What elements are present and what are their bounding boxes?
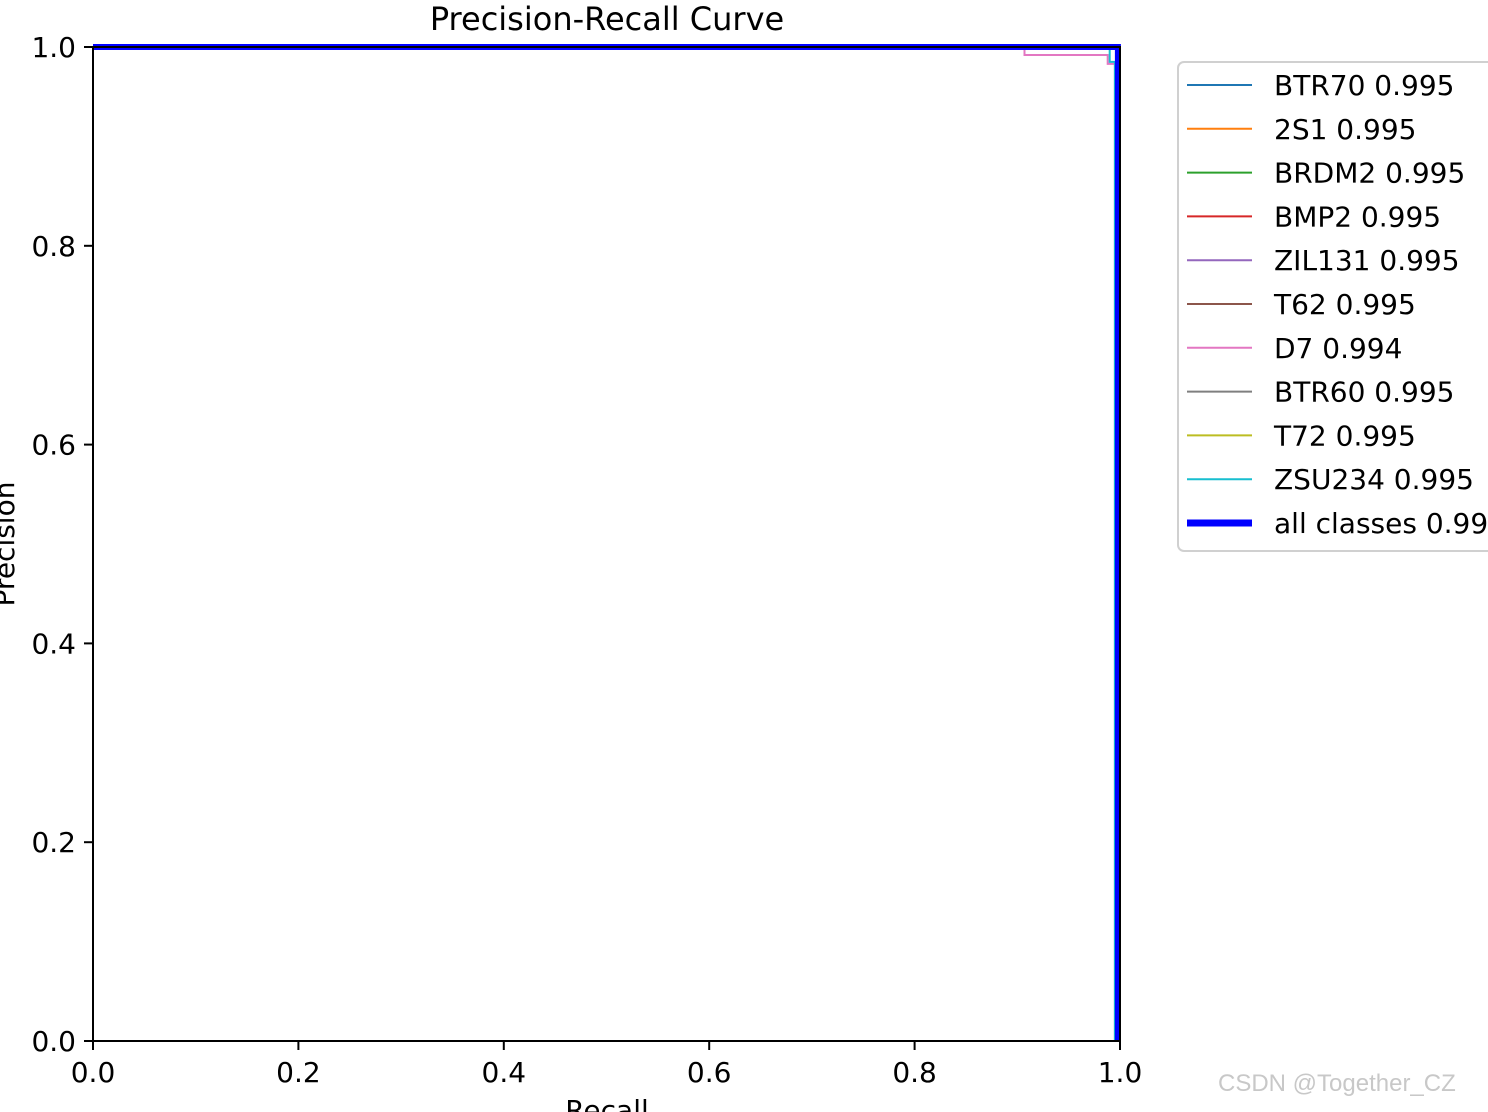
chart-title: Precision-Recall Curve: [430, 0, 784, 38]
series-line-2: [93, 46, 1118, 1041]
series-line-0: [93, 46, 1118, 1041]
y-tick-label: 0.6: [31, 429, 76, 462]
series-line-4: [93, 46, 1118, 1041]
y-tick-label: 0.2: [31, 826, 76, 859]
legend-label-10: all classes 0.995 mAP@0.5: [1274, 507, 1488, 540]
legend-label-5: T62 0.995: [1273, 288, 1416, 321]
legend-label-1: 2S1 0.995: [1274, 113, 1416, 146]
x-tick-label: 0.0: [71, 1056, 116, 1089]
legend-label-9: ZSU234 0.995: [1274, 463, 1474, 496]
y-tick-label: 0.4: [31, 627, 76, 660]
series-line-5: [93, 46, 1118, 1041]
series-line-7: [93, 46, 1118, 1041]
y-tick-label: 0.0: [31, 1025, 76, 1058]
series-line-3: [93, 46, 1118, 1041]
axes: 0.0 0.2 0.4 0.6 0.8 1.0 0.0 0.2 0.4 0.6 0.8 1.0: [31, 31, 1142, 1089]
legend-label-8: T72 0.995: [1273, 419, 1416, 452]
series-line-6: [93, 46, 1116, 1041]
axes-frame: [92, 46, 1121, 1042]
plot-area: [93, 44, 1121, 1041]
series-line-8: [93, 46, 1118, 1041]
y-axis-label: Precision: [0, 482, 21, 607]
y-tick-label: 1.0: [31, 31, 76, 64]
x-tick-label: 0.6: [687, 1056, 732, 1089]
x-tick-label: 0.2: [276, 1056, 321, 1089]
y-tick-label: 0.8: [31, 230, 76, 263]
x-tick-label: 1.0: [1098, 1056, 1143, 1089]
x-tick-label: 0.4: [482, 1056, 527, 1089]
legend-label-2: BRDM2 0.995: [1274, 157, 1465, 190]
legend-box: [1177, 61, 1488, 552]
legend-label-7: BTR60 0.995: [1274, 376, 1454, 409]
watermark: CSDN @Together_CZ: [1218, 1070, 1456, 1097]
x-tick-label: 0.8: [892, 1056, 937, 1089]
legend-label-3: BMP2 0.995: [1274, 200, 1441, 233]
legend: BTR70 0.995 2S1 0.995 BRDM2 0.995 BMP2 0.99…: [1177, 61, 1488, 552]
series-line-1: [93, 46, 1118, 1041]
x-axis-label: Recall: [565, 1094, 649, 1112]
legend-label-6: D7 0.994: [1274, 332, 1402, 365]
legend-label-0: BTR70 0.995: [1274, 69, 1454, 102]
series-line-9: [93, 46, 1116, 1041]
legend-label-4: ZIL131 0.995: [1274, 244, 1460, 277]
series-line-10: [93, 44, 1121, 1041]
